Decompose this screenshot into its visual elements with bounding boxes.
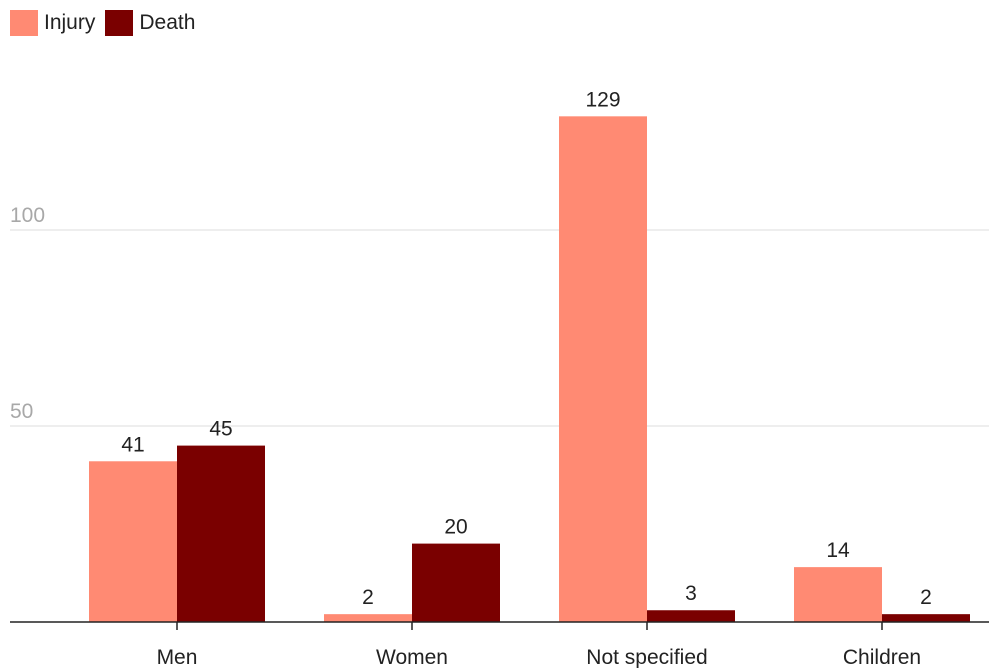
bar-death-men xyxy=(177,445,265,622)
bar-injury-children xyxy=(794,567,882,622)
data-label-death-children: 2 xyxy=(920,586,932,609)
legend: Injury Death xyxy=(10,10,205,36)
bar-death-children xyxy=(882,614,970,622)
legend-item-death: Death xyxy=(105,10,195,36)
category-label-women: Women xyxy=(376,646,448,668)
data-label-death-not-specified: 3 xyxy=(685,582,697,605)
legend-label-death: Death xyxy=(139,11,196,34)
bar-injury-not-specified xyxy=(559,116,647,622)
bar-injury-women xyxy=(324,614,412,622)
data-label-death-men: 45 xyxy=(209,418,232,441)
injury-swatch xyxy=(10,10,38,36)
category-label-men: Men xyxy=(157,646,198,668)
data-label-injury-children: 14 xyxy=(826,539,850,562)
data-label-injury-women: 2 xyxy=(362,586,374,609)
data-label-death-women: 20 xyxy=(444,516,467,539)
data-label-injury-men: 41 xyxy=(121,433,144,456)
bar-death-not-specified xyxy=(647,610,735,622)
legend-item-injury: Injury xyxy=(10,10,95,36)
bar-death-women xyxy=(412,543,500,622)
legend-label-injury: Injury xyxy=(44,11,96,34)
y-tick-label-50: 50 xyxy=(10,400,33,423)
data-label-injury-not-specified: 129 xyxy=(585,88,620,111)
category-label-not-specified: Not specified xyxy=(586,646,707,668)
y-tick-label-100: 100 xyxy=(10,204,45,227)
death-swatch xyxy=(105,10,134,36)
bar-injury-men xyxy=(89,461,177,622)
category-label-children: Children xyxy=(843,646,921,668)
